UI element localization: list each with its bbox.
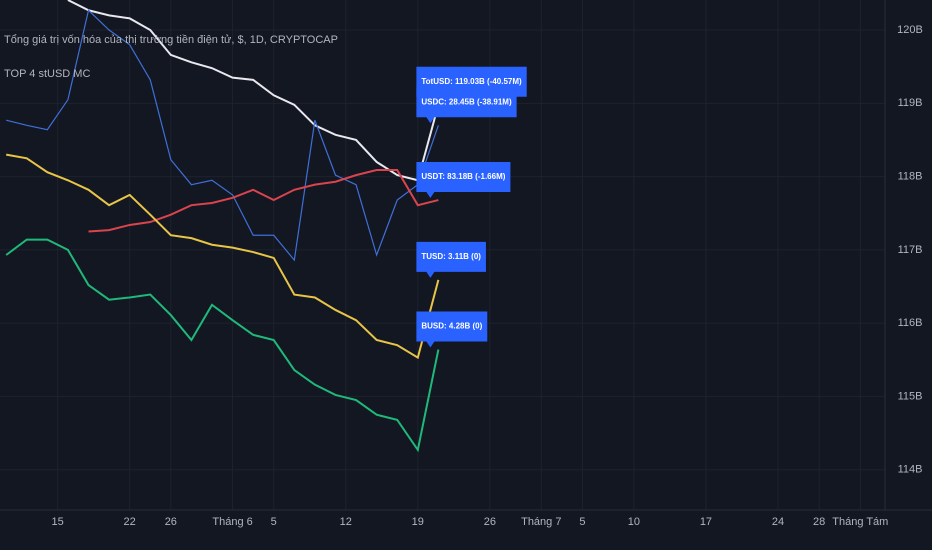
x-tick-label: 5 xyxy=(271,516,277,528)
end-callout: USDC: 28.45B (-38.91M) xyxy=(416,87,517,124)
x-tick-label: 19 xyxy=(412,516,424,528)
callout-box xyxy=(416,87,517,124)
x-tick-label: 22 xyxy=(124,516,136,528)
grid xyxy=(0,0,885,510)
series-line xyxy=(5,153,440,360)
x-tick-label: 10 xyxy=(628,516,640,528)
x-tick-label: 26 xyxy=(165,516,177,528)
end-callout: BUSD: 4.28B (0) xyxy=(416,311,488,348)
y-tick-label: 119B xyxy=(898,97,923,109)
callout-label: USDC: 28.45B (-38.91M) xyxy=(421,97,512,106)
end-callout: TUSD: 3.11B (0) xyxy=(416,241,486,278)
x-tick-label: 28 xyxy=(813,516,825,528)
y-tick-label: 117B xyxy=(898,244,923,256)
y-tick-label: 115B xyxy=(898,390,923,402)
x-tick-label: 24 xyxy=(772,516,784,528)
callout-label: TotUSD: 119.03B (-40.57M) xyxy=(421,77,522,86)
callout-label: USDT: 83.18B (-1.66M) xyxy=(421,172,505,181)
series-line xyxy=(88,169,439,233)
series-line xyxy=(5,238,440,453)
series-line xyxy=(6,9,439,262)
y-tick-label: 118B xyxy=(898,171,923,183)
series-line xyxy=(67,0,440,182)
y-tick-label: 120B xyxy=(897,24,923,36)
y-tick-label: 116B xyxy=(898,317,923,329)
x-tick-label: 12 xyxy=(340,516,352,528)
chart-subtitle: TOP 4 stUSD MC xyxy=(4,68,90,80)
x-tick-label: 26 xyxy=(484,516,496,528)
x-tick-label: Tháng Tám xyxy=(832,516,888,528)
chart-title: Tổng giá trị vốn hóa của thị trường tiền… xyxy=(4,34,338,46)
callout-label: BUSD: 4.28B (0) xyxy=(421,322,482,331)
y-tick-label: 114B xyxy=(898,464,923,476)
x-tick-label: Tháng 6 xyxy=(212,516,252,528)
callout-box xyxy=(416,162,511,199)
end-callout: USDT: 83.18B (-1.66M) xyxy=(416,162,511,199)
callout-box xyxy=(416,311,488,348)
x-tick-label: 15 xyxy=(52,516,64,528)
x-tick-label: 5 xyxy=(579,516,585,528)
callout-label: TUSD: 3.11B (0) xyxy=(421,252,481,261)
plot: TotUSD: 119.03B (-40.57M) USDC: 28.45B (-… xyxy=(5,0,527,453)
x-tick-label: Tháng 7 xyxy=(521,516,561,528)
x-tick-label: 17 xyxy=(700,516,712,528)
callout-box xyxy=(416,241,486,278)
